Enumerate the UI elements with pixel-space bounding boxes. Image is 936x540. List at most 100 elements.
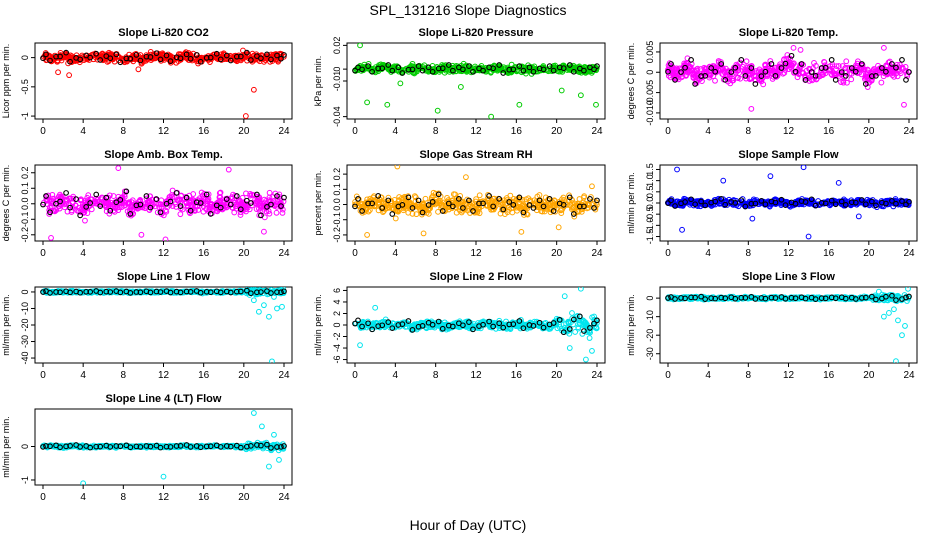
data-point <box>903 68 909 74</box>
outlier-point <box>372 304 379 311</box>
hourly-mean-point <box>415 63 422 70</box>
hourly-mean-point <box>177 203 184 209</box>
hourly-mean-point <box>546 63 553 70</box>
y-axis-label: ml/min per min. <box>313 294 323 356</box>
x-tick-label: 12 <box>783 370 795 381</box>
x-tick-label: 0 <box>665 126 671 137</box>
hourly-mean-point <box>530 205 537 211</box>
hourly-mean-point <box>281 288 287 295</box>
hourly-mean-point <box>899 198 905 204</box>
data-point <box>759 69 766 76</box>
data-point <box>530 202 536 209</box>
data-point <box>430 193 436 199</box>
hourly-mean-point <box>668 197 674 204</box>
outlier-point <box>250 297 257 304</box>
data-point <box>138 60 145 67</box>
hourly-mean-point <box>435 318 442 325</box>
data-point <box>537 200 543 207</box>
data-point <box>125 200 132 207</box>
data-point <box>838 79 844 85</box>
data-points <box>665 165 912 240</box>
hourly-mean-point <box>772 199 779 206</box>
hourly-mean-point <box>87 289 94 295</box>
data-point <box>190 55 197 62</box>
data-point <box>211 288 217 295</box>
hourly-mean-point <box>183 194 190 201</box>
data-point <box>729 75 736 82</box>
data-point <box>735 203 742 210</box>
hourly-mean-point <box>668 61 674 67</box>
hourly-mean-point <box>490 65 496 72</box>
x-tick-label: 0 <box>40 370 46 381</box>
hourly-mean-point <box>480 321 486 328</box>
hourly-mean-point <box>560 329 567 336</box>
y-tick-label: 0.2 <box>20 166 30 179</box>
outlier-point <box>790 44 797 51</box>
hourly-mean-point <box>500 206 507 213</box>
data-point <box>715 195 722 202</box>
data-point <box>513 202 520 209</box>
outlier-point <box>266 313 272 320</box>
hourly-mean-point <box>248 200 254 206</box>
data-point <box>409 210 416 217</box>
hourly-mean-point <box>379 322 386 329</box>
data-point <box>775 64 782 70</box>
hourly-mean-point <box>77 289 84 296</box>
outlier-point <box>269 358 275 363</box>
data-points <box>40 287 287 363</box>
hourly-mean-point <box>879 65 885 71</box>
hourly-mean-point <box>822 200 829 207</box>
x-tick-label: 20 <box>551 126 563 137</box>
hourly-mean-point <box>556 316 563 323</box>
y-tick-label: -0.1 <box>332 212 342 228</box>
data-points <box>665 287 912 363</box>
panel-title: Slope Li-820 Pressure <box>419 27 534 39</box>
y-tick-label: 0 <box>20 55 30 60</box>
data-point <box>103 203 110 210</box>
hourly-mean-point <box>409 327 416 333</box>
hourly-mean-point <box>560 202 567 208</box>
data-point <box>564 201 570 208</box>
hourly-mean-point <box>838 198 845 205</box>
data-point <box>255 197 262 204</box>
data-point <box>781 69 788 76</box>
data-point <box>67 202 73 209</box>
hourly-mean-point <box>278 203 284 209</box>
data-point <box>482 68 489 75</box>
hourly-mean-point <box>883 200 889 207</box>
hourly-mean-point <box>456 196 462 202</box>
data-point <box>452 68 459 75</box>
hourly-mean-point <box>802 77 809 83</box>
data-point <box>580 199 587 206</box>
hourly-mean-point <box>352 203 358 210</box>
x-tick-label: 8 <box>746 248 752 259</box>
data-point <box>891 73 897 80</box>
x-tick-label: 16 <box>511 248 523 259</box>
hourly-mean-point <box>274 52 280 59</box>
data-point <box>490 67 496 73</box>
hourly-mean-point <box>893 64 899 71</box>
y-axis-label: ml/min per min. <box>1 294 11 356</box>
hourly-mean-point <box>425 202 432 208</box>
hourly-mean-point <box>429 321 436 328</box>
hourly-mean-point <box>692 201 698 208</box>
data-point <box>49 191 56 198</box>
data-point <box>813 76 820 83</box>
hourly-mean-point <box>591 320 597 327</box>
hourly-mean-point <box>672 77 678 83</box>
hourly-mean-point <box>379 65 386 72</box>
hourly-mean-point <box>167 289 174 296</box>
hourly-mean-point <box>758 73 765 79</box>
data-point <box>78 197 85 204</box>
hourly-mean-point <box>862 81 869 87</box>
x-tick-label: 0 <box>665 370 671 381</box>
x-tick-label: 8 <box>433 248 439 259</box>
data-point <box>889 64 896 71</box>
hourly-mean-point <box>768 61 775 67</box>
x-tick-label: 8 <box>121 248 127 259</box>
hourly-mean-point <box>594 197 600 204</box>
hourly-mean-point <box>818 65 825 71</box>
hourly-mean-point <box>792 68 799 75</box>
data-point <box>554 325 561 332</box>
x-tick-label: 8 <box>121 370 127 381</box>
